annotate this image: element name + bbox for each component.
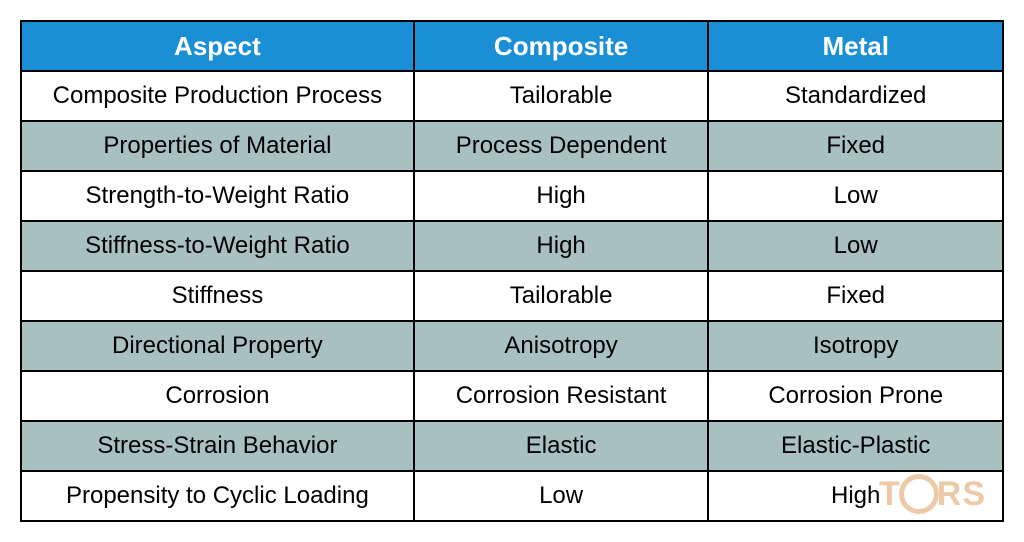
cell-composite: Tailorable xyxy=(414,271,709,321)
cell-metal: Low xyxy=(708,171,1003,221)
cell-metal: Corrosion Prone xyxy=(708,371,1003,421)
cell-aspect: Composite Production Process xyxy=(21,71,414,121)
comparison-table: Aspect Composite Metal Composite Product… xyxy=(20,20,1004,522)
cell-metal: High xyxy=(708,471,1003,521)
table-row: Stress-Strain Behavior Elastic Elastic-P… xyxy=(21,421,1003,471)
cell-aspect: Stress-Strain Behavior xyxy=(21,421,414,471)
col-header-metal: Metal xyxy=(708,21,1003,71)
col-header-aspect: Aspect xyxy=(21,21,414,71)
cell-aspect: Propensity to Cyclic Loading xyxy=(21,471,414,521)
cell-metal: Fixed xyxy=(708,121,1003,171)
table-row: Stiffness-to-Weight Ratio High Low xyxy=(21,221,1003,271)
cell-aspect: Properties of Material xyxy=(21,121,414,171)
table-row: Strength-to-Weight Ratio High Low xyxy=(21,171,1003,221)
comparison-table-container: Aspect Composite Metal Composite Product… xyxy=(20,20,1004,522)
col-header-composite: Composite xyxy=(414,21,709,71)
cell-composite: Process Dependent xyxy=(414,121,709,171)
cell-aspect: Stiffness-to-Weight Ratio xyxy=(21,221,414,271)
table-row: Composite Production Process Tailorable … xyxy=(21,71,1003,121)
table-row: Corrosion Corrosion Resistant Corrosion … xyxy=(21,371,1003,421)
table-row: Stiffness Tailorable Fixed xyxy=(21,271,1003,321)
cell-metal: Standardized xyxy=(708,71,1003,121)
cell-composite: Low xyxy=(414,471,709,521)
cell-composite: Anisotropy xyxy=(414,321,709,371)
cell-metal: Elastic-Plastic xyxy=(708,421,1003,471)
cell-composite: Tailorable xyxy=(414,71,709,121)
cell-aspect: Corrosion xyxy=(21,371,414,421)
cell-composite: Corrosion Resistant xyxy=(414,371,709,421)
table-row: Properties of Material Process Dependent… xyxy=(21,121,1003,171)
cell-composite: Elastic xyxy=(414,421,709,471)
cell-composite: High xyxy=(414,171,709,221)
cell-metal: Isotropy xyxy=(708,321,1003,371)
cell-metal: Fixed xyxy=(708,271,1003,321)
table-row: Directional Property Anisotropy Isotropy xyxy=(21,321,1003,371)
cell-metal: Low xyxy=(708,221,1003,271)
table-row: Propensity to Cyclic Loading Low High xyxy=(21,471,1003,521)
table-header-row: Aspect Composite Metal xyxy=(21,21,1003,71)
cell-aspect: Strength-to-Weight Ratio xyxy=(21,171,414,221)
cell-aspect: Directional Property xyxy=(21,321,414,371)
cell-aspect: Stiffness xyxy=(21,271,414,321)
cell-composite: High xyxy=(414,221,709,271)
